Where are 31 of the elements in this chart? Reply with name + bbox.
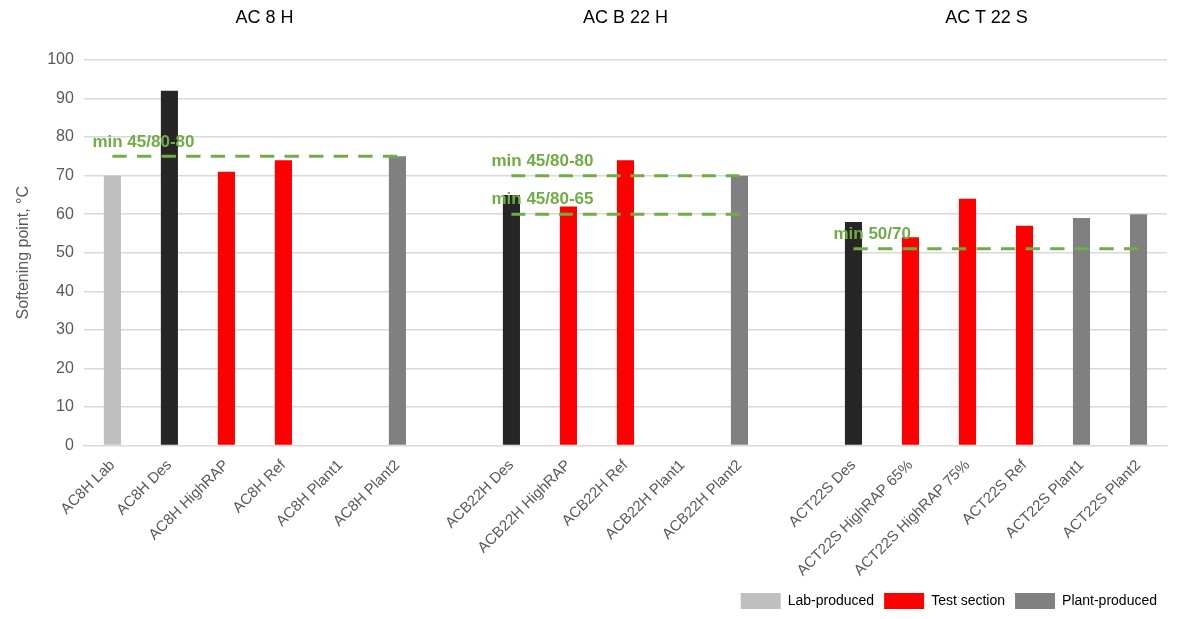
- text: AC 8 H: [235, 6, 294, 27]
- bar: [388, 156, 406, 445]
- legend-label: Lab-produced: [787, 591, 875, 608]
- legend-label: Plant-produced: [1062, 591, 1157, 608]
- legend-label: Test section: [931, 591, 1006, 608]
- bar: [616, 160, 634, 445]
- bar: [559, 206, 577, 445]
- bar: [274, 160, 292, 445]
- bar: [1072, 218, 1091, 445]
- bar: [103, 175, 121, 445]
- bar: [901, 237, 920, 445]
- y-tick-label: 80: [56, 127, 74, 145]
- y-tick-label: 70: [56, 166, 74, 184]
- y-tick-label: 40: [56, 281, 74, 299]
- y-tick-label: 0: [64, 435, 74, 453]
- bar: [217, 171, 235, 445]
- y-tick-label: 60: [56, 204, 74, 222]
- y-tick-label: 30: [56, 320, 74, 338]
- bar: [1015, 225, 1034, 445]
- y-tick-label: 10: [56, 397, 74, 415]
- y-tick-label: 100: [47, 50, 74, 68]
- y-tick-label: 50: [56, 243, 74, 261]
- series-label: min 45/80-80: [491, 150, 594, 170]
- text: AC B 22 H: [582, 6, 668, 27]
- bar: [730, 175, 749, 445]
- text: AC T 22 S: [945, 6, 1028, 27]
- y-tick-label: 20: [56, 358, 74, 376]
- bar: [1129, 214, 1148, 445]
- y-axis-title: Softening point, °C: [14, 185, 32, 320]
- bar: [958, 198, 977, 445]
- y-tick-label: 90: [56, 88, 74, 106]
